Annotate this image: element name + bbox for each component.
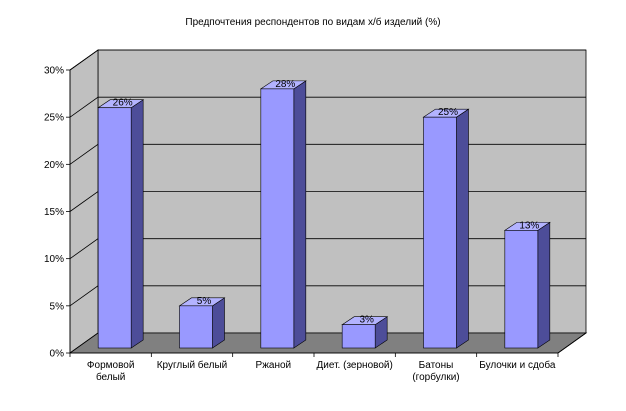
y-tick-label: 15%: [44, 207, 64, 218]
bar-front: [179, 305, 213, 349]
x-axis-depth: [557, 332, 587, 354]
x-tick-label: Диет. (зерновой): [317, 360, 393, 371]
x-tick-label: Формовой белый: [87, 360, 135, 383]
x-tick-label: Булочки и сдоба: [479, 359, 556, 371]
data-label: 26%: [113, 98, 133, 109]
data-label: 28%: [275, 79, 295, 90]
x-tick-label-line: белый: [96, 371, 125, 383]
bar-front: [260, 88, 295, 349]
bar-side: [212, 297, 225, 349]
x-tick-label-line: (горбулки): [412, 371, 459, 383]
data-label: 13%: [519, 220, 539, 231]
bar-front: [341, 324, 376, 349]
data-labels: 26% 5% 28% 3% 25% 13%: [113, 79, 540, 326]
bar: [422, 108, 470, 349]
x-tick-label-line: Диет. (зерновой): [317, 360, 393, 371]
y-tick-label: 30%: [44, 66, 64, 77]
bar: [503, 221, 551, 349]
bar-front: [423, 116, 457, 349]
x-tick-label: Ржаной: [256, 360, 292, 371]
x-tick-label-line: Формовой: [87, 360, 135, 371]
x-tick-label-line: Булочки и сдоба: [479, 359, 556, 371]
bar-front: [504, 230, 539, 349]
x-tick-label: Круглый белый: [157, 359, 228, 371]
data-label: 3%: [359, 315, 374, 326]
bars: [97, 80, 551, 349]
y-tick-label: 25%: [44, 113, 64, 124]
bar-side: [537, 221, 551, 349]
y-tick-label: 0%: [50, 349, 65, 360]
axes: 0% 5% 10% 15% 20% 25% 30% Формовой белый Круглый …: [44, 66, 587, 383]
x-tick-label-line: Ржаной: [256, 360, 292, 371]
bar: [97, 99, 145, 349]
chart-title: Предпочтения респондентов по видам х/б и…: [185, 16, 440, 28]
bar: [259, 80, 307, 349]
data-label: 25%: [438, 107, 458, 118]
x-tick-label-line: Батоны: [419, 360, 454, 371]
bar-side: [130, 99, 144, 349]
bar-side: [456, 108, 469, 349]
y-tick-label: 20%: [44, 160, 64, 171]
x-tick-label: Батоны (горбулки): [412, 360, 459, 383]
y-tick-label: 5%: [50, 301, 65, 312]
data-label: 5%: [197, 296, 212, 307]
x-tick-label-line: Круглый белый: [157, 359, 228, 371]
bar-side: [293, 80, 307, 349]
bar: [341, 316, 389, 349]
gridline: [69, 49, 586, 71]
y-tick-label: 10%: [44, 254, 64, 265]
bar: [178, 297, 226, 349]
bar-front: [97, 107, 132, 349]
gridline: [69, 96, 586, 118]
